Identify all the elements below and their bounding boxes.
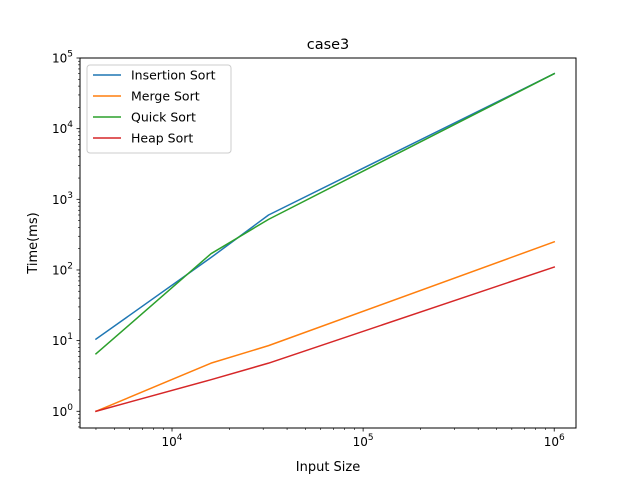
legend-label-insertion-sort: Insertion Sort	[131, 68, 216, 83]
chart-title: case3	[307, 37, 350, 53]
x-tick-label: 105	[353, 433, 374, 449]
legend: Insertion Sort Merge Sort Quick Sort Heap S…	[86, 64, 232, 154]
y-tick-label: 104	[52, 120, 73, 136]
x-tick-label: 104	[162, 433, 183, 449]
y-axis-ticks: 100 101 102 103 104 105	[52, 50, 80, 428]
x-tick-label: 106	[544, 433, 565, 449]
y-tick-label: 101	[52, 332, 73, 348]
legend-label-heap-sort: Heap Sort	[131, 131, 193, 146]
legend-label-merge-sort: Merge Sort	[131, 89, 200, 104]
series-lines	[94, 72, 556, 413]
series-line-quick-sort	[94, 72, 556, 355]
y-axis-label: Time(ms)	[26, 212, 41, 274]
y-tick-label: 102	[52, 261, 73, 277]
y-tick-label: 100	[52, 403, 73, 419]
series-line-heap-sort	[95, 266, 556, 413]
series-line-merge-sort	[94, 240, 556, 413]
plot-area-frame	[79, 57, 577, 429]
y-tick-label: 103	[52, 191, 73, 207]
y-tick-label: 105	[52, 50, 73, 66]
legend-label-quick-sort: Quick Sort	[131, 110, 196, 125]
legend-box	[86, 64, 232, 154]
x-axis-ticks: 104 105 106	[95, 428, 565, 449]
x-axis-label: Input Size	[296, 460, 360, 475]
